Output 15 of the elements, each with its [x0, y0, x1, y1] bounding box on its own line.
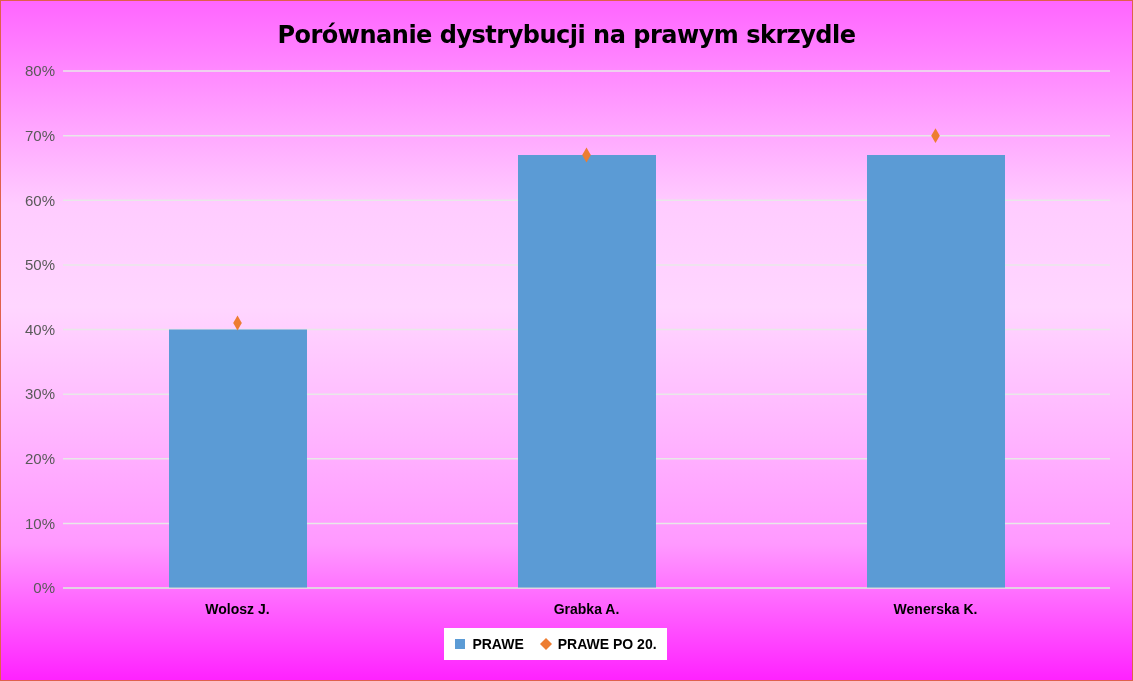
x-tick-label: Wenerska K. [893, 600, 978, 617]
y-tick-label: 70% [24, 126, 55, 144]
y-tick-label: 50% [24, 256, 55, 274]
x-tick-label: Wolosz J. [205, 600, 270, 617]
legend-label: PRAWE PO 20. [556, 636, 657, 652]
chart-title: Porównanie dystrybucji na prawym skrzydle [276, 21, 857, 49]
y-tick-label: 60% [24, 191, 55, 209]
y-tick-label: 30% [24, 385, 55, 403]
x-tick-label: Grabka A. [553, 600, 620, 617]
y-tick-label: 80% [24, 62, 55, 80]
y-tick-label: 20% [24, 450, 55, 468]
y-tick-label: 10% [24, 514, 55, 532]
y-tick-label: 40% [24, 320, 55, 338]
legend-label: PRAWE [471, 636, 524, 652]
y-tick-label: 0% [33, 579, 55, 597]
